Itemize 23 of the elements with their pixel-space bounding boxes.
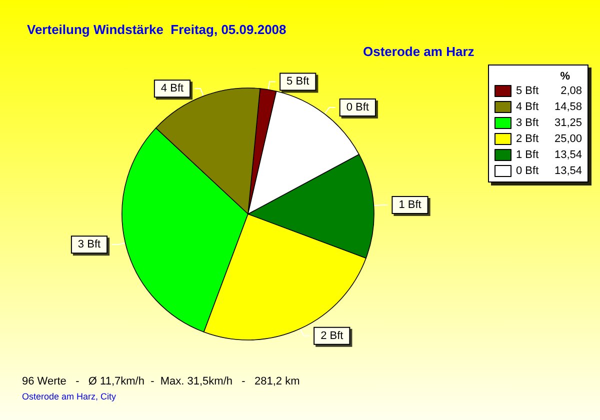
chart-title: Verteilung Windstärke Freitag, 05.09.2008 [27,22,286,37]
text: 96 Werte - Ø 11,7km/h - Max. 31,5km/h - 281,2 km [22,376,300,388]
slice-label: 4 Bft [160,82,184,95]
data-label: 2,08 [560,85,582,97]
slice-label: 1 Bft [398,198,422,211]
slice-label: 2 Bft [320,330,344,342]
data-label: 13,54 [554,149,582,161]
data-label: 25,00 [554,133,582,145]
slice-label: 5 Bft [286,76,310,88]
legend-title: % [560,70,570,82]
legend-label: 1 Bft [516,149,539,161]
legend-label: 5 Bft [516,85,539,97]
legend-label: 4 Bft [516,101,539,113]
data-label: 14,58 [554,101,582,113]
data-label: 31,25 [554,117,582,129]
chart-subtitle: Osterode am Harz [363,44,475,59]
slice-label: 3 Bft [78,238,101,251]
slice-label: 0 Bft [346,102,369,114]
legend-label: 2 Bft [516,133,539,145]
data-label: 13,54 [554,165,582,177]
text: Osterode am Harz, City [22,392,117,402]
legend-label: 0 Bft [516,165,539,177]
legend-label: 3 Bft [516,117,539,129]
